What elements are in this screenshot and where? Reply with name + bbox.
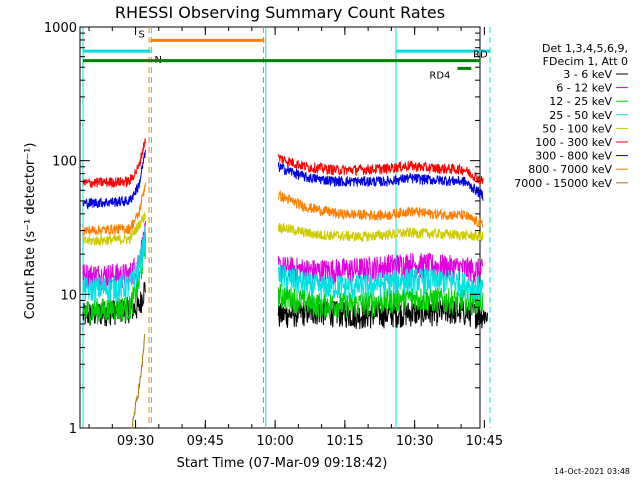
x-tick-label: 10:45 bbox=[466, 434, 503, 449]
legend: Det 1,3,4,5,6,9,FDecim 1, Att 03 - 6 keV… bbox=[514, 42, 628, 190]
series-trace bbox=[277, 222, 484, 242]
legend-entry-label: 300 - 800 keV bbox=[535, 150, 612, 163]
y-axis-label: Count Rate (s⁻¹ detector⁻¹) bbox=[23, 143, 38, 320]
y-tick-label: 1 bbox=[69, 422, 77, 437]
x-axis-label: Start Time (07-Mar-09 09:18:42) bbox=[177, 456, 388, 471]
series-trace bbox=[277, 154, 484, 185]
series-trace bbox=[277, 162, 484, 201]
legend-entry-label: 6 - 12 keV bbox=[556, 82, 612, 95]
x-tick-label: 10:00 bbox=[256, 434, 293, 449]
legend-entry-label: 25 - 50 keV bbox=[549, 109, 612, 122]
footer-timestamp: 14-Oct-2021 03:48 bbox=[554, 467, 630, 476]
series-trace bbox=[277, 264, 484, 302]
legend-header: FDecim 1, Att 0 bbox=[543, 55, 628, 68]
legend-entry-label: 12 - 25 keV bbox=[549, 95, 612, 108]
x-tick-label: 10:15 bbox=[326, 434, 363, 449]
x-tick-label: 09:45 bbox=[187, 434, 224, 449]
legend-entry-label: 50 - 100 keV bbox=[542, 122, 612, 135]
x-tick-label: 09:30 bbox=[117, 434, 154, 449]
y-tick-label: 1000 bbox=[44, 21, 77, 36]
plot-area: SNRDRD4 bbox=[79, 26, 491, 430]
y-axis: 1 10 100 1000 bbox=[44, 21, 480, 437]
legend-entry-label: 3 - 6 keV bbox=[563, 68, 612, 81]
flag-label: S bbox=[138, 29, 144, 40]
flag-label: RD bbox=[473, 50, 488, 61]
legend-entry-label: 7000 - 15000 keV bbox=[514, 177, 612, 190]
plot-frame bbox=[79, 26, 481, 429]
chart-title: RHESSI Observing Summary Count Rates bbox=[115, 3, 445, 22]
y-tick-label: 100 bbox=[52, 155, 77, 170]
series-trace bbox=[82, 149, 146, 210]
series-trace bbox=[82, 225, 146, 303]
series-trace bbox=[82, 182, 146, 236]
series-trace bbox=[82, 138, 146, 189]
x-tick-label: 10:30 bbox=[396, 434, 433, 449]
legend-entry-label: 100 - 300 keV bbox=[535, 136, 612, 149]
series-trace bbox=[82, 212, 146, 246]
legend-header: Det 1,3,4,5,6,9, bbox=[542, 42, 628, 55]
legend-entry-label: 800 - 7000 keV bbox=[528, 163, 612, 176]
series-trace bbox=[82, 232, 146, 327]
series-trace bbox=[278, 189, 484, 228]
series-trace bbox=[131, 334, 145, 430]
y-tick-label: 10 bbox=[60, 288, 77, 303]
x-axis: 09:30 09:45 10:00 10:15 10:30 10:45 bbox=[88, 27, 503, 449]
flag-label: RD4 bbox=[429, 70, 450, 81]
